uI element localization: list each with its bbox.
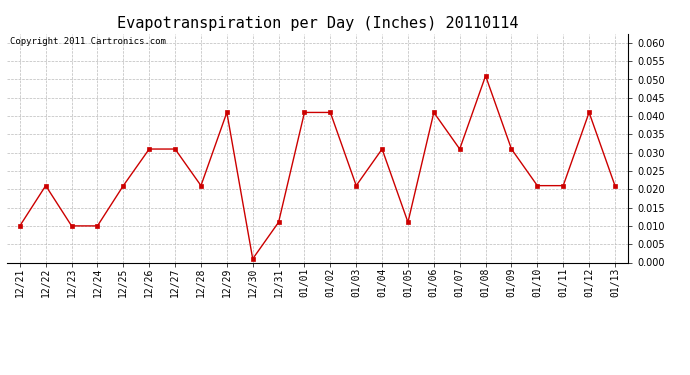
Title: Evapotranspiration per Day (Inches) 20110114: Evapotranspiration per Day (Inches) 2011… xyxy=(117,16,518,31)
Text: Copyright 2011 Cartronics.com: Copyright 2011 Cartronics.com xyxy=(10,37,166,46)
